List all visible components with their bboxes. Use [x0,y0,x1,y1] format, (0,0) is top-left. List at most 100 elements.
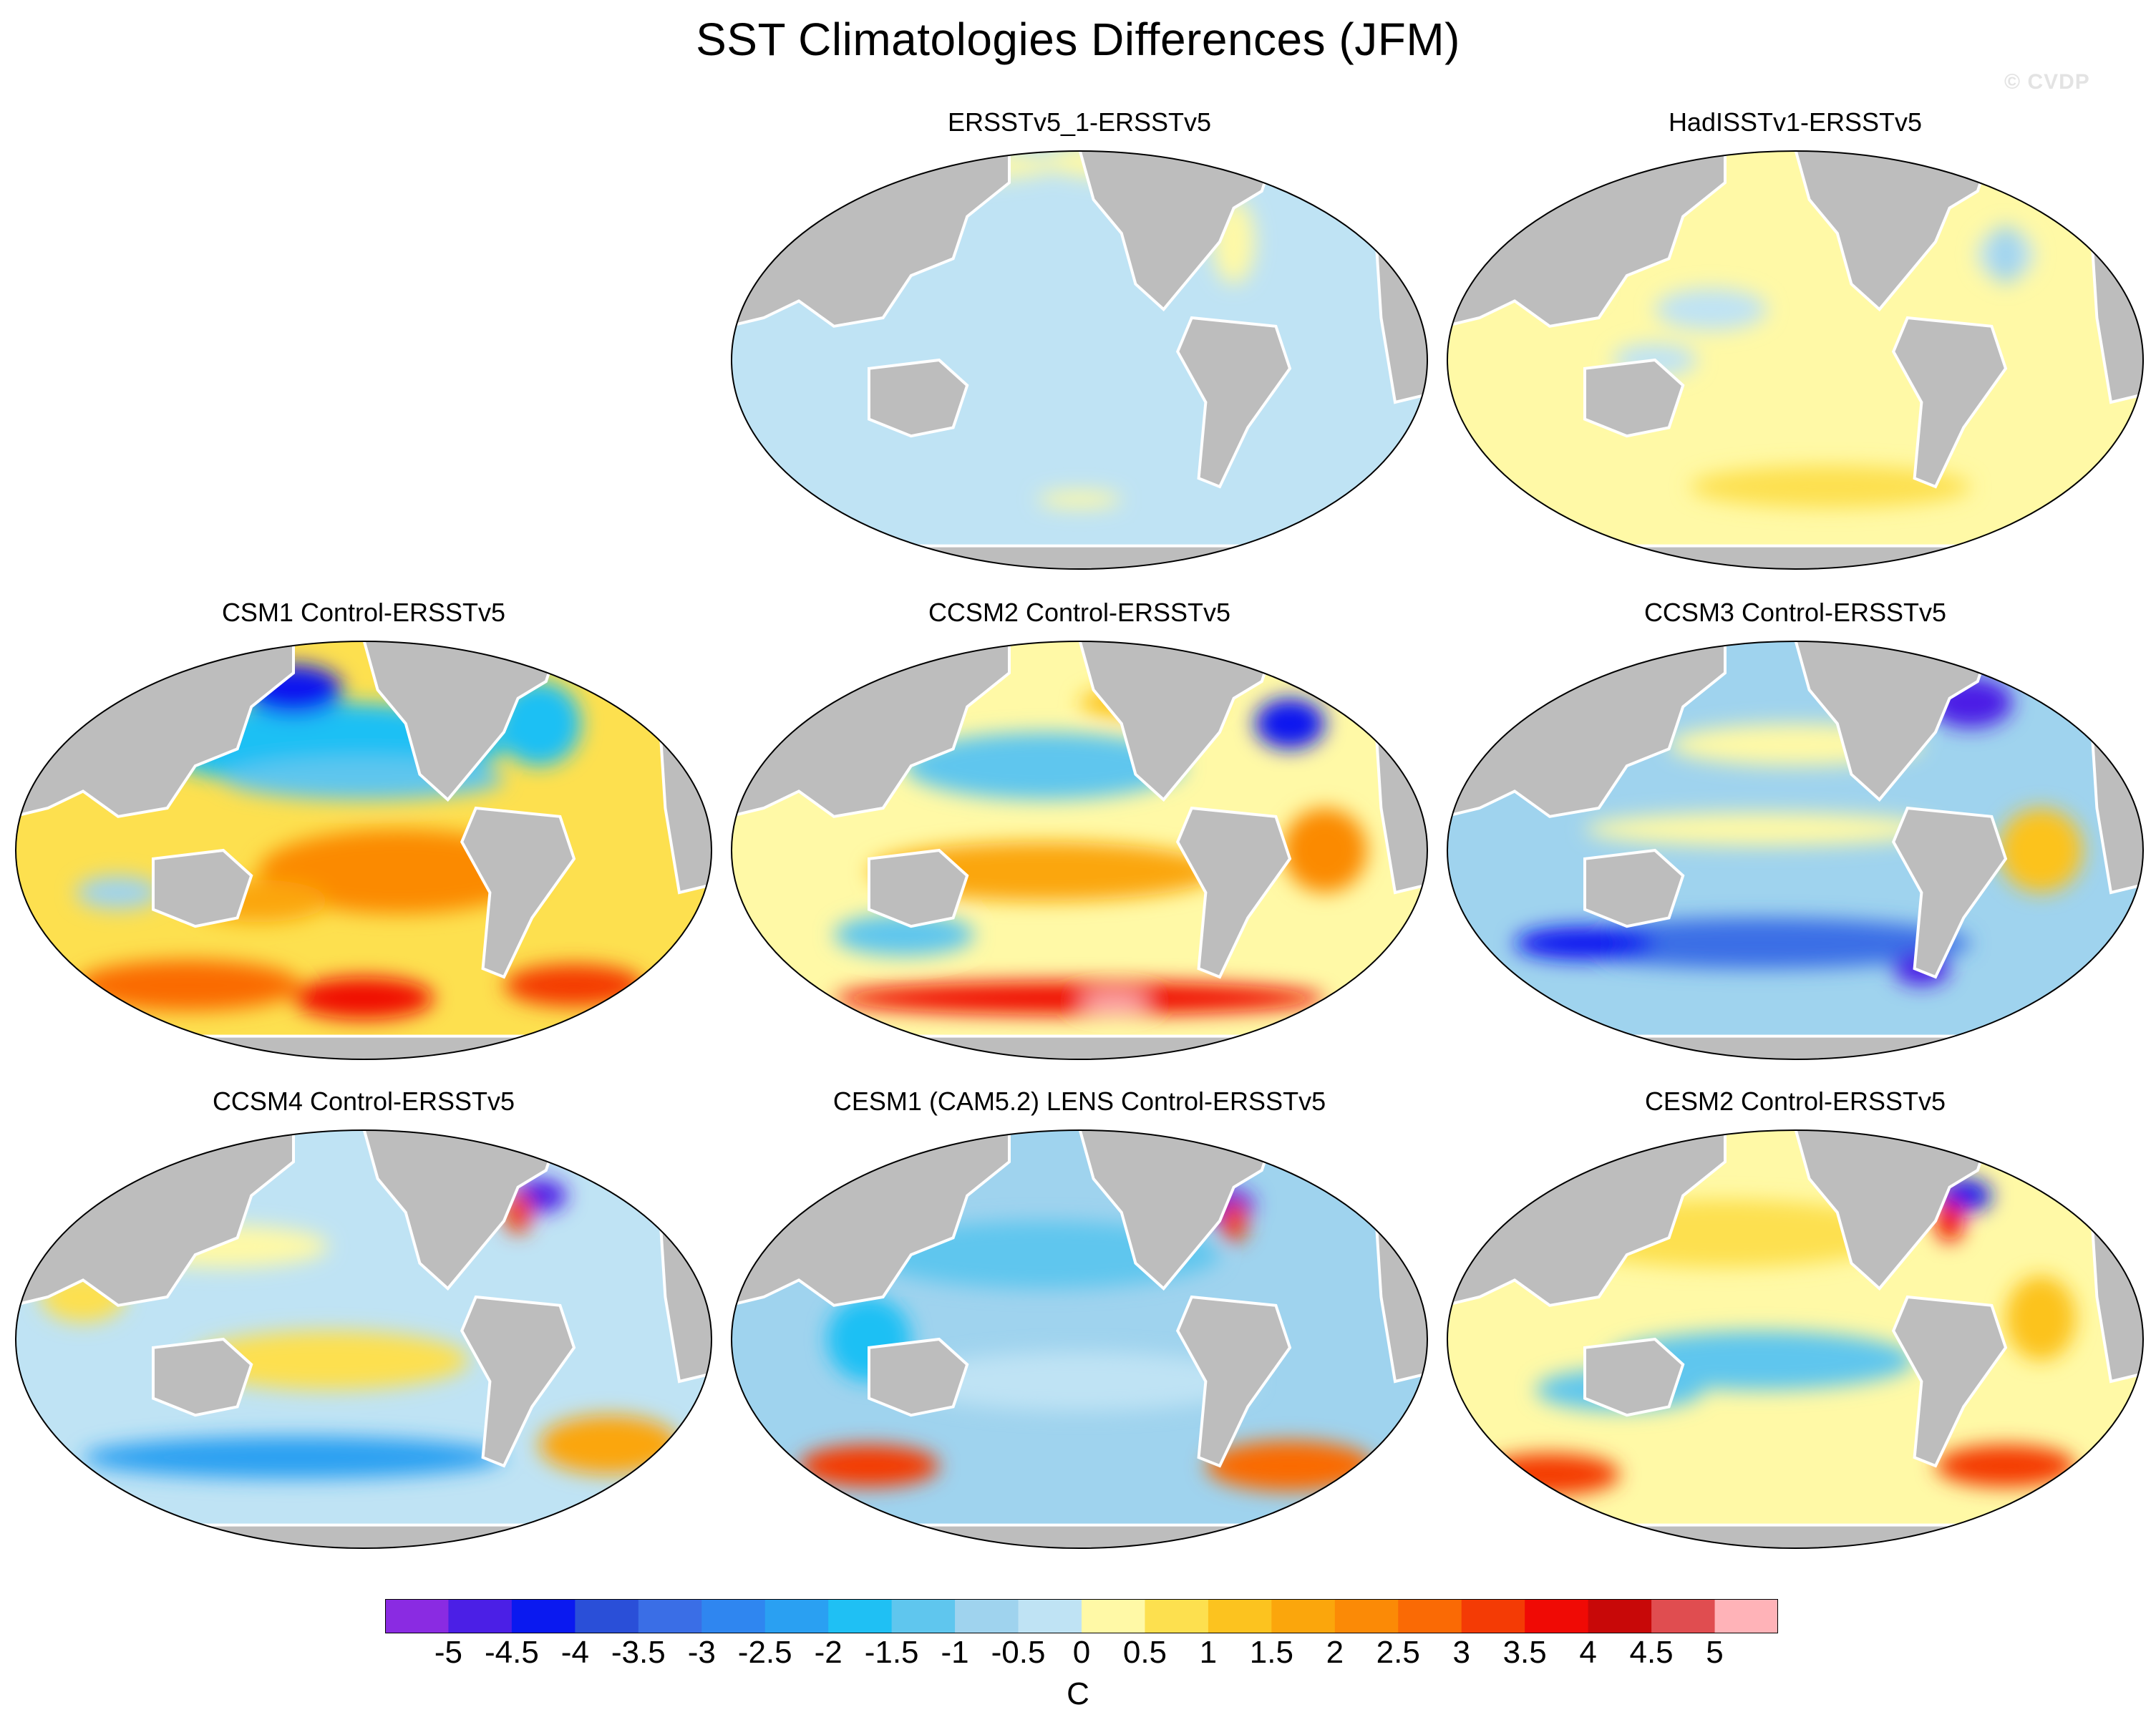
panel-title: CCSM3 Control-ERSSTv5 [1643,598,1947,627]
sst-anomaly [904,732,1185,800]
colorbar-tick-label: 3.5 [1502,1635,1547,1670]
land-mass [152,1337,253,1417]
sst-anomaly [799,1444,939,1487]
colorbar-swatch [1651,1599,1716,1633]
sst-anomaly [1205,1440,1374,1492]
colorbar-tick-label: 0.5 [1122,1635,1167,1670]
colorbar-swatch [1334,1599,1399,1633]
sst-anomaly [1991,225,2020,284]
sst-anomaly [1999,808,2083,893]
panel-title: ERSSTv5_1-ERSSTv5 [947,107,1212,137]
colorbar-tick-label: -1.5 [864,1635,919,1670]
colorbar-swatch [828,1599,893,1633]
colorbar-swatch [891,1599,956,1633]
land-mass [732,544,1427,569]
panel-title: CCSM4 Control-ERSSTv5 [212,1087,515,1116]
land-mass [1447,544,2143,569]
panel-title: CSM1 Control-ERSSTv5 [221,598,506,627]
land-mass [1447,1523,2143,1548]
sst-anomaly [188,1331,469,1390]
sst-anomaly [749,151,1059,183]
land-mass [1175,1295,1292,1468]
panel-title: HadISSTv1-ERSSTv5 [1668,107,1923,137]
colorbar-tick-label: -3 [687,1635,716,1670]
colorbar-tick-label: 4 [1579,1635,1597,1670]
colorbar-swatch [638,1599,702,1633]
robinson-map [15,641,712,1060]
colorbar-swatch [448,1599,513,1633]
map-border [1447,1129,2144,1549]
sst-anomaly [834,981,1325,1016]
map-border [731,150,1428,570]
robinson-map [731,641,1428,1060]
sst-anomaly [1936,1200,1964,1243]
map-panel: HadISSTv1-ERSSTv5 [1444,107,2146,573]
sst-anomaly [76,960,301,1011]
panel-title: CESM2 Control-ERSSTv5 [1644,1087,1946,1116]
sst-anomaly [1515,926,1655,961]
colorbar-units: C [1067,1676,1089,1711]
colorbar [385,1599,1778,1633]
land-mass [732,1034,1427,1059]
land-mass [1891,806,2008,979]
land-mass [732,1523,1427,1548]
sst-anomaly [293,977,434,1019]
sst-anomaly [1037,490,1122,508]
sst-anomaly [1690,465,1971,508]
map-border [1447,150,2144,570]
sst-anomaly [539,1415,679,1474]
colorbar-tick-label: 2.5 [1376,1635,1420,1670]
colorbar-tick-label: -2.5 [737,1635,792,1670]
sst-anomaly [497,681,581,766]
land-mass [1891,316,2008,489]
map-border [15,641,712,1060]
sst-anomaly [834,913,974,956]
colorbar-tick-label: -2 [814,1635,843,1670]
colorbar-swatch [1461,1599,1525,1633]
colorbar-tick-label: 2 [1326,1635,1344,1670]
map-panel: CSM1 Control-ERSSTv5 [13,598,714,1063]
colorbar-tick-label: 0 [1072,1635,1091,1670]
sst-anomaly [504,964,644,1007]
colorbar-tick-label: 1 [1199,1635,1218,1670]
panel-title: CESM1 (CAM5.2) LENS Control-ERSSTv5 [832,1087,1326,1116]
colorbar-swatch [955,1599,1019,1633]
land-mass [1891,1295,2008,1468]
robinson-map [15,1129,712,1549]
sst-anomaly [1936,1444,2076,1487]
robinson-map [731,150,1428,570]
colorbar-swatch [1018,1599,1082,1633]
land-mass [460,806,576,979]
land-mass [868,1337,969,1417]
colorbar-tick-label: -4.5 [484,1635,539,1670]
sst-anomaly [1079,993,1150,1011]
map-border [1447,641,2144,1060]
colorbar-swatch [1208,1599,1272,1633]
sst-anomaly [1655,288,1767,331]
robinson-map [1447,641,2144,1060]
land-mass [460,1295,576,1468]
map-panel: CCSM4 Control-ERSSTv5 [13,1087,714,1552]
colorbar-swatch [385,1599,449,1633]
colorbar-swatch [1082,1599,1145,1633]
map-panel: CESM2 Control-ERSSTv5 [1444,1087,2146,1552]
map-panel: CCSM2 Control-ERSSTv5 [729,598,1430,1063]
land-mass [868,358,969,438]
map-panel: CCSM3 Control-ERSSTv5 [1444,598,2146,1063]
land-mass [1447,1034,2143,1059]
map-border [731,641,1428,1060]
chart-title: SST Climatologies Differences (JFM) [696,14,1460,65]
colorbar-swatch [701,1599,766,1633]
colorbar-swatch [1525,1599,1589,1633]
sst-anomaly [1480,1453,1620,1496]
map-border [15,1129,712,1549]
robinson-map [731,1129,1428,1549]
robinson-map [1447,150,2144,570]
sst-anomaly [1606,1331,1915,1390]
colorbar-swatch [1398,1599,1462,1633]
land-mass [16,1523,712,1548]
land-mass [868,848,969,928]
colorbar-tick-label: 1.5 [1249,1635,1293,1670]
colorbar-tick-label: 3 [1452,1635,1470,1670]
colorbar-swatch [575,1599,639,1633]
